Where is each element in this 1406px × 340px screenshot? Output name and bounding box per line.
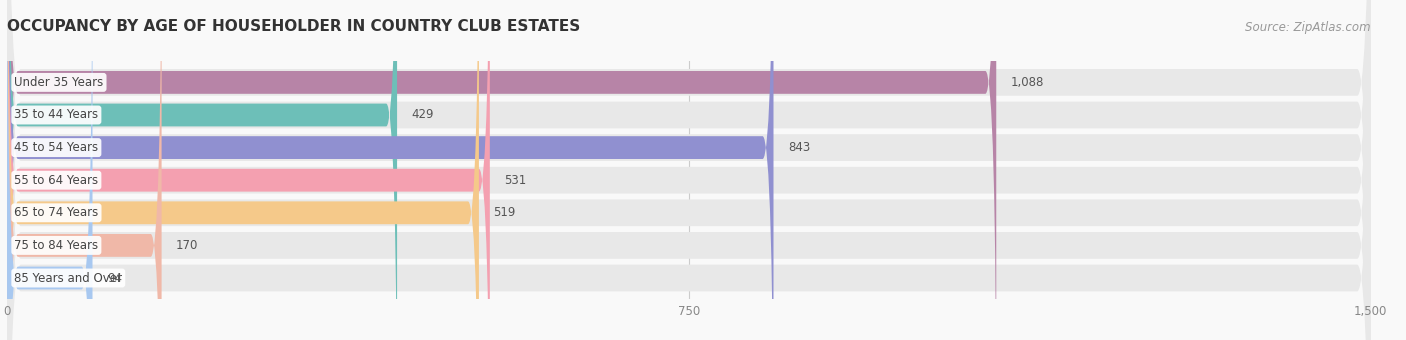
- FancyBboxPatch shape: [7, 0, 1371, 340]
- FancyBboxPatch shape: [7, 0, 1371, 340]
- Text: 65 to 74 Years: 65 to 74 Years: [14, 206, 98, 219]
- FancyBboxPatch shape: [7, 0, 162, 340]
- FancyBboxPatch shape: [7, 0, 1371, 340]
- FancyBboxPatch shape: [7, 0, 1371, 340]
- Text: 1,088: 1,088: [1011, 76, 1045, 89]
- FancyBboxPatch shape: [7, 0, 396, 340]
- Text: 55 to 64 Years: 55 to 64 Years: [14, 174, 98, 187]
- Text: 429: 429: [412, 108, 434, 121]
- Text: 85 Years and Over: 85 Years and Over: [14, 272, 122, 285]
- Text: 94: 94: [107, 272, 122, 285]
- Text: 531: 531: [505, 174, 527, 187]
- FancyBboxPatch shape: [7, 0, 93, 340]
- FancyBboxPatch shape: [7, 0, 1371, 340]
- Text: 519: 519: [494, 206, 516, 219]
- FancyBboxPatch shape: [7, 0, 773, 340]
- FancyBboxPatch shape: [7, 0, 1371, 340]
- Text: Source: ZipAtlas.com: Source: ZipAtlas.com: [1246, 21, 1371, 34]
- Text: Under 35 Years: Under 35 Years: [14, 76, 104, 89]
- FancyBboxPatch shape: [7, 0, 997, 340]
- FancyBboxPatch shape: [7, 0, 1371, 340]
- Text: 170: 170: [176, 239, 198, 252]
- FancyBboxPatch shape: [7, 0, 479, 340]
- Text: OCCUPANCY BY AGE OF HOUSEHOLDER IN COUNTRY CLUB ESTATES: OCCUPANCY BY AGE OF HOUSEHOLDER IN COUNT…: [7, 19, 581, 34]
- Text: 843: 843: [787, 141, 810, 154]
- Text: 75 to 84 Years: 75 to 84 Years: [14, 239, 98, 252]
- Text: 35 to 44 Years: 35 to 44 Years: [14, 108, 98, 121]
- FancyBboxPatch shape: [7, 0, 489, 340]
- Text: 45 to 54 Years: 45 to 54 Years: [14, 141, 98, 154]
